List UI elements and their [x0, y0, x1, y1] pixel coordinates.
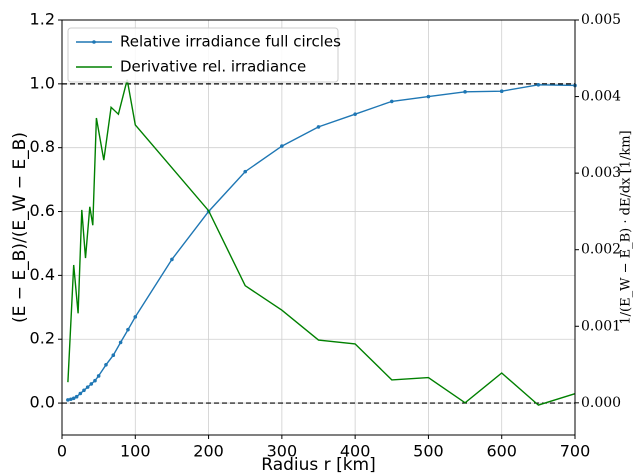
- point: [536, 83, 541, 87]
- y-tick-label: 1.2: [30, 10, 55, 29]
- y-tick-label: 0.6: [30, 201, 55, 220]
- y-axis-label: (E − E_B)/(E_W − E_B): [10, 132, 30, 323]
- x-tick-label: 500: [413, 442, 444, 461]
- point: [85, 385, 90, 389]
- y2-axis-label: 1/(E_W − E_B) · dE/dx [1/km]: [619, 130, 634, 324]
- legend: Relative irradiance full circles Derivati…: [67, 27, 341, 83]
- x-tick-label: 100: [120, 442, 151, 461]
- point: [93, 378, 97, 383]
- y-tick-label: 0.4: [30, 265, 55, 284]
- point: [133, 315, 138, 319]
- y2-tick-label: 0.000: [581, 395, 621, 411]
- legend-label: Derivative rel. irradiance: [120, 58, 306, 76]
- point: [89, 382, 94, 386]
- y-tick-label: 0.0: [30, 393, 55, 412]
- y2-tick-label: 0.005: [581, 12, 621, 28]
- point: [82, 388, 86, 393]
- x-tick-label: 0: [57, 442, 67, 461]
- point: [463, 90, 467, 94]
- point: [66, 398, 70, 402]
- x-axis-label: Radius r [km]: [261, 455, 375, 475]
- y2-tick-label: 0.002: [581, 242, 621, 258]
- point: [426, 94, 431, 99]
- legend-marker: [92, 40, 96, 44]
- point: [170, 257, 174, 262]
- legend-frame: [67, 27, 339, 83]
- x-tick-label: 400: [340, 442, 371, 461]
- point: [389, 99, 394, 104]
- point: [104, 362, 108, 367]
- point: [71, 396, 76, 401]
- y2-tick-label: 0.004: [581, 89, 621, 105]
- y-tick-label: 0.2: [30, 329, 55, 348]
- point: [243, 169, 248, 174]
- y-tick-label: 0.8: [30, 137, 55, 156]
- plot-frame: [61, 19, 576, 436]
- y2-tick-label: 0.001: [581, 318, 621, 334]
- x-tick-label: 200: [193, 442, 224, 461]
- point: [111, 353, 116, 357]
- point: [96, 374, 101, 378]
- x-tick-label: 700: [560, 442, 591, 461]
- point: [68, 397, 73, 402]
- point: [74, 394, 79, 399]
- series-line: [67, 84, 576, 401]
- y-tick-label: 1.0: [30, 73, 55, 92]
- point: [118, 340, 123, 345]
- point: [78, 391, 83, 396]
- y2-tick-label: 0.003: [581, 165, 621, 181]
- point: [353, 112, 357, 116]
- point: [499, 89, 504, 93]
- point: [126, 327, 130, 332]
- series-line: [67, 79, 576, 406]
- x-tick-label: 300: [267, 442, 298, 461]
- x-tick-label: 600: [486, 442, 517, 461]
- point: [316, 125, 321, 129]
- point: [280, 144, 284, 148]
- legend-label: Relative irradiance full circles: [120, 33, 341, 51]
